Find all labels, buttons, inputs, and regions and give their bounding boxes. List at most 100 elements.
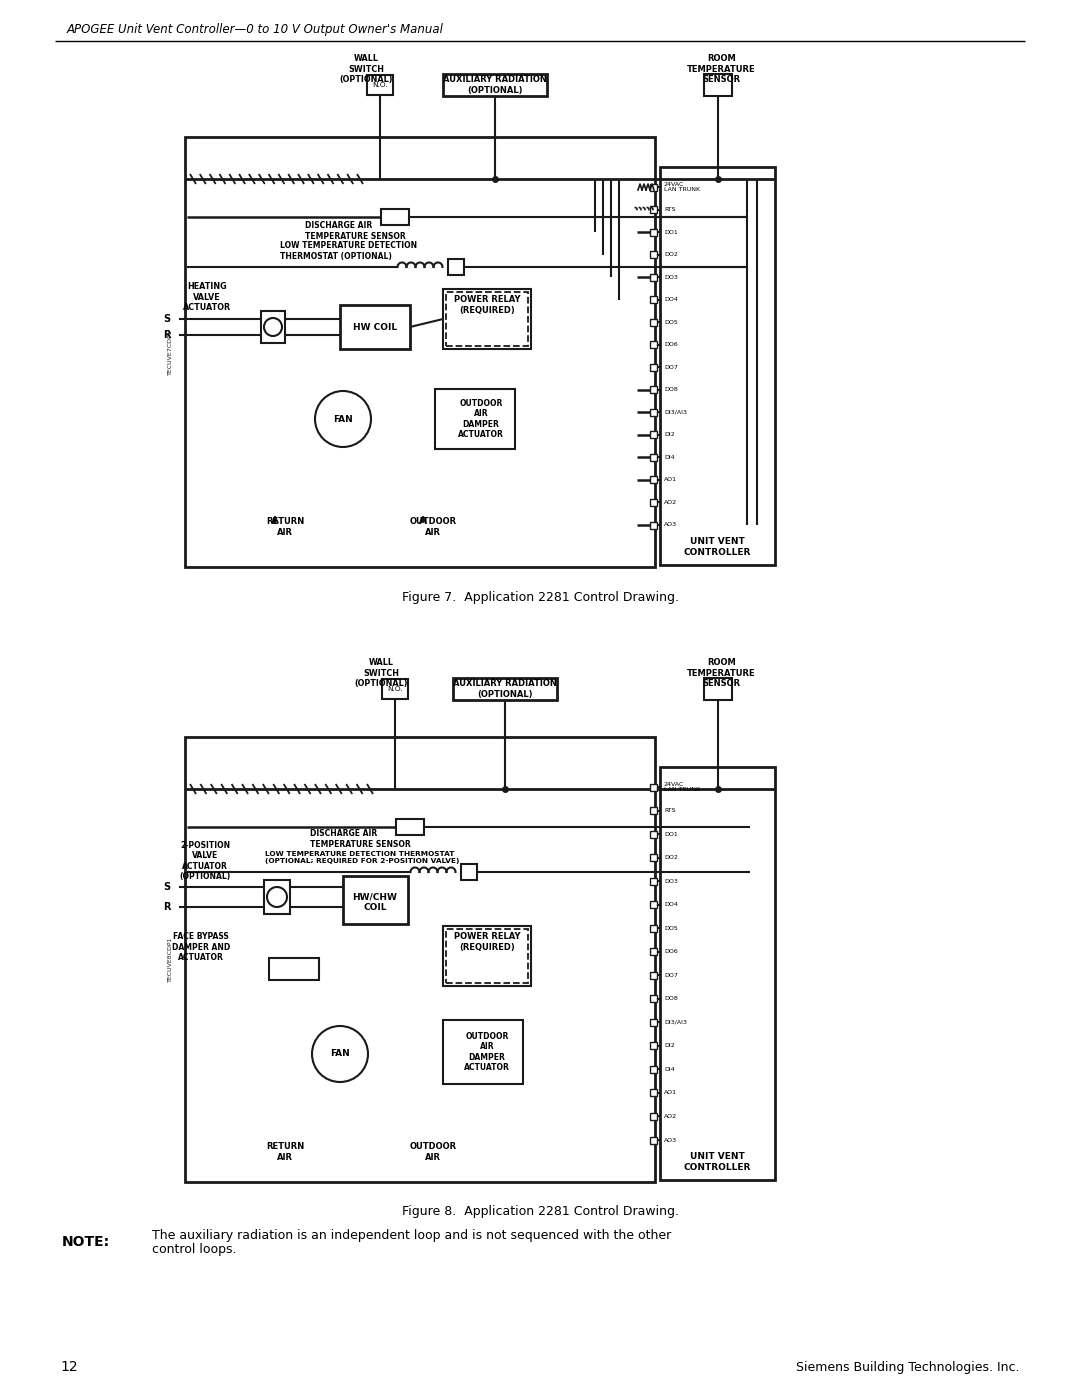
Bar: [650, 807, 657, 814]
Circle shape: [312, 1025, 368, 1083]
Bar: [443, 926, 531, 986]
Bar: [340, 305, 410, 349]
Text: 12: 12: [60, 1361, 78, 1375]
Bar: [435, 388, 515, 448]
Text: DI4: DI4: [664, 455, 675, 460]
Bar: [446, 929, 528, 983]
Text: DO1: DO1: [664, 229, 678, 235]
Text: UNIT VENT
CONTROLLER: UNIT VENT CONTROLLER: [684, 1153, 752, 1172]
Text: N.O.: N.O.: [387, 686, 403, 692]
Text: AO3: AO3: [664, 1137, 677, 1143]
Bar: [650, 183, 657, 190]
Text: R: R: [163, 902, 171, 912]
Bar: [650, 476, 657, 483]
Text: AO2: AO2: [664, 500, 677, 504]
Text: DI2: DI2: [664, 432, 675, 437]
Bar: [650, 1137, 657, 1144]
Bar: [269, 958, 319, 981]
Bar: [343, 876, 408, 923]
Bar: [650, 995, 657, 1002]
Bar: [367, 75, 393, 95]
Text: AO2: AO2: [664, 1113, 677, 1119]
Text: DO5: DO5: [664, 926, 678, 930]
Text: DI3/AI3: DI3/AI3: [664, 409, 687, 415]
Text: S: S: [163, 314, 171, 324]
Bar: [650, 831, 657, 838]
Text: DO6: DO6: [664, 342, 678, 348]
Bar: [448, 258, 464, 275]
Bar: [650, 229, 657, 236]
Bar: [650, 296, 657, 303]
Text: DO8: DO8: [664, 387, 678, 393]
Bar: [650, 901, 657, 908]
Bar: [650, 409, 657, 416]
Text: DI2: DI2: [664, 1044, 675, 1048]
Bar: [650, 521, 657, 528]
Text: DO7: DO7: [664, 365, 678, 370]
Text: OUTDOOR
AIR: OUTDOOR AIR: [409, 1143, 457, 1162]
Text: DISCHARGE AIR
TEMPERATURE SENSOR: DISCHARGE AIR TEMPERATURE SENSOR: [305, 221, 406, 240]
Text: OUTDOOR
AIR
DAMPER
ACTUATOR: OUTDOOR AIR DAMPER ACTUATOR: [458, 400, 504, 439]
Bar: [650, 784, 657, 791]
Bar: [446, 292, 528, 346]
Bar: [650, 454, 657, 461]
Text: DO5: DO5: [664, 320, 678, 324]
Circle shape: [264, 319, 282, 337]
Text: LOW TEMPERATURE DETECTION THERMOSTAT
(OPTIONAL; REQUIRED FOR 2-POSITION VALVE): LOW TEMPERATURE DETECTION THERMOSTAT (OP…: [265, 852, 459, 865]
Text: HEATING
VALVE
ACTUATOR: HEATING VALVE ACTUATOR: [183, 282, 231, 312]
Text: DO3: DO3: [664, 275, 678, 279]
Bar: [650, 432, 657, 439]
Bar: [650, 363, 657, 370]
Bar: [461, 863, 477, 880]
Bar: [443, 74, 546, 96]
Bar: [650, 925, 657, 932]
Text: DO2: DO2: [664, 855, 678, 861]
Bar: [703, 74, 731, 96]
Bar: [650, 1018, 657, 1025]
Text: DO4: DO4: [664, 902, 678, 907]
Bar: [650, 1090, 657, 1097]
Text: DO6: DO6: [664, 949, 678, 954]
Text: The auxiliary radiation is an independent loop and is not sequenced with the oth: The auxiliary radiation is an independen…: [152, 1228, 672, 1242]
Text: FAN: FAN: [330, 1049, 350, 1059]
Text: Figure 8.  Application 2281 Control Drawing.: Figure 8. Application 2281 Control Drawi…: [402, 1206, 678, 1218]
Text: WALL
SWITCH
(OPTIONAL): WALL SWITCH (OPTIONAL): [354, 658, 408, 687]
Bar: [443, 289, 531, 349]
Text: NOTE:: NOTE:: [62, 1235, 110, 1249]
Text: DO4: DO4: [664, 298, 678, 302]
Bar: [443, 1020, 523, 1084]
Bar: [650, 251, 657, 258]
Text: 24VAC
LAN TRUNK: 24VAC LAN TRUNK: [664, 182, 700, 193]
Text: AO1: AO1: [664, 478, 677, 482]
Text: RETURN
AIR: RETURN AIR: [266, 517, 305, 536]
Bar: [650, 274, 657, 281]
Text: LOW TEMPERATURE DETECTION
THERMOSTAT (OPTIONAL): LOW TEMPERATURE DETECTION THERMOSTAT (OP…: [280, 242, 417, 261]
Bar: [650, 341, 657, 348]
Text: S: S: [163, 882, 171, 893]
Bar: [650, 387, 657, 394]
Text: FAN: FAN: [333, 415, 353, 423]
Bar: [650, 319, 657, 326]
Text: AUXILIARY RADIATION
(OPTIONAL): AUXILIARY RADIATION (OPTIONAL): [454, 679, 557, 698]
Text: DO3: DO3: [664, 879, 678, 884]
Text: RETURN
AIR: RETURN AIR: [266, 1143, 305, 1162]
Text: TECUVE8CDP1: TECUVE8CDP1: [167, 937, 173, 982]
Bar: [650, 854, 657, 861]
Text: RTS: RTS: [664, 207, 675, 212]
Bar: [381, 210, 409, 225]
Text: 24VAC
LAN TRUNK: 24VAC LAN TRUNK: [664, 781, 700, 792]
Bar: [660, 168, 775, 564]
Bar: [185, 137, 654, 567]
Text: POWER RELAY
(REQUIRED): POWER RELAY (REQUIRED): [454, 932, 521, 951]
Text: DO2: DO2: [664, 251, 678, 257]
Text: WALL
SWITCH
(OPTIONAL): WALL SWITCH (OPTIONAL): [339, 54, 393, 84]
Bar: [453, 678, 557, 700]
Text: AO3: AO3: [664, 522, 677, 528]
Text: R: R: [163, 330, 171, 339]
Text: DO1: DO1: [664, 831, 678, 837]
Bar: [261, 312, 285, 344]
Text: APOGEE Unit Vent Controller—0 to 10 V Output Owner's Manual: APOGEE Unit Vent Controller—0 to 10 V Ou…: [67, 24, 444, 36]
Text: OUTDOOR
AIR
DAMPER
ACTUATOR: OUTDOOR AIR DAMPER ACTUATOR: [464, 1032, 510, 1071]
Bar: [396, 819, 424, 835]
Text: FACE BYPASS
DAMPER AND
ACTUATOR: FACE BYPASS DAMPER AND ACTUATOR: [172, 932, 230, 963]
